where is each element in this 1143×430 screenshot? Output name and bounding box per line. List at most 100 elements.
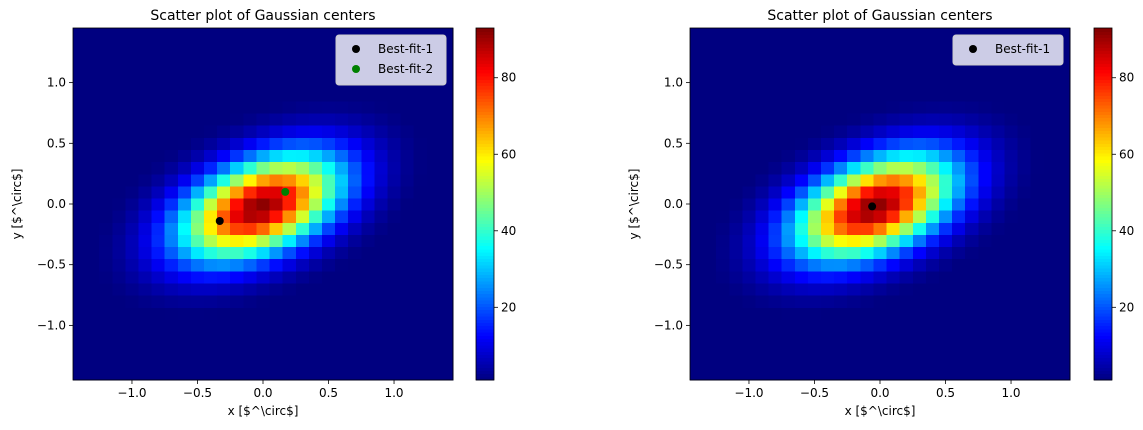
heatmap-cell — [703, 319, 717, 333]
colorbar-segment — [1094, 220, 1112, 224]
colorbar-segment — [476, 344, 494, 349]
heatmap-cell — [1030, 307, 1045, 320]
colorbar-segment — [1094, 303, 1112, 307]
colorbar-segment — [476, 149, 494, 154]
heatmap-cell — [125, 185, 140, 199]
heatmap-cell — [400, 161, 415, 175]
heatmap-cell — [781, 331, 796, 345]
heatmap-cell — [217, 28, 231, 41]
heatmap-cell — [742, 52, 757, 66]
heatmap-cell — [112, 149, 127, 163]
heatmap-cell — [925, 88, 940, 102]
heatmap-cell — [965, 125, 979, 138]
heatmap-cell — [1056, 355, 1071, 369]
heatmap-cell — [400, 270, 415, 284]
heatmap-cell — [190, 149, 205, 163]
heatmap-cell — [716, 222, 730, 235]
heatmap-cell — [912, 173, 927, 187]
colorbar-segment — [1094, 130, 1112, 135]
heatmap-cell — [256, 258, 271, 272]
heatmap-cell — [321, 222, 336, 235]
heatmap-cell — [164, 307, 179, 320]
heatmap-cell — [716, 367, 730, 381]
heatmap-cell — [282, 112, 297, 126]
heatmap-cell — [164, 100, 179, 114]
heatmap-cell — [1017, 234, 1032, 248]
heatmap-cell — [335, 258, 349, 272]
heatmap-cell — [742, 173, 757, 187]
heatmap-cell — [821, 185, 835, 199]
heatmap-cell — [1043, 331, 1058, 345]
heatmap-cell — [821, 76, 835, 90]
heatmap-cell — [1056, 319, 1071, 333]
colorbar-segment — [1094, 284, 1112, 288]
heatmap-cell — [164, 258, 179, 272]
heatmap-cell — [99, 295, 113, 308]
heatmap-cell — [86, 295, 100, 308]
heatmap-cell — [374, 246, 389, 260]
heatmap-cell — [321, 343, 336, 357]
heatmap-cell — [952, 173, 966, 187]
heatmap-cell — [794, 100, 809, 114]
heatmap-cell — [86, 367, 100, 381]
heatmap-cell — [348, 137, 362, 150]
heatmap-cell — [755, 197, 770, 211]
colorbar-tick-label: 20 — [1119, 300, 1134, 314]
heatmap-cell — [821, 246, 835, 260]
heatmap-cell — [938, 185, 953, 199]
heatmap-cell — [217, 52, 231, 66]
legend-marker — [352, 45, 360, 53]
heatmap-cell — [190, 88, 205, 102]
heatmap-cell — [729, 234, 744, 248]
heatmap-cell — [151, 52, 166, 66]
heatmap-cell — [295, 40, 310, 53]
heatmap-cell — [282, 331, 297, 345]
heatmap-cell — [190, 319, 205, 333]
colorbar-segment — [476, 213, 494, 218]
heatmap-cell — [138, 295, 153, 308]
heatmap-cell — [125, 246, 140, 260]
heatmap-cell — [978, 185, 992, 199]
heatmap-cell — [177, 161, 192, 175]
heatmap-cell — [138, 210, 153, 223]
heatmap-cell — [439, 149, 454, 163]
heatmap-cell — [965, 100, 979, 114]
heatmap-cell — [164, 40, 179, 53]
heatmap-cell — [125, 295, 140, 308]
x-tick-label: 0.5 — [936, 386, 955, 400]
heatmap-cell — [335, 197, 349, 211]
heatmap-cell — [177, 100, 192, 114]
heatmap-cell — [138, 246, 153, 260]
heatmap-cell — [807, 161, 822, 175]
heatmap-cell — [965, 367, 979, 381]
heatmap-cell — [73, 246, 87, 260]
heatmap-cell — [965, 222, 979, 235]
heatmap-cell — [1030, 125, 1045, 138]
heatmap-cell — [217, 246, 231, 260]
heatmap-cell — [164, 331, 179, 345]
colorbar-segment — [1094, 143, 1112, 147]
colorbar-segment — [1094, 223, 1112, 227]
heatmap-cell — [716, 331, 730, 345]
heatmap-cell — [269, 222, 284, 235]
heatmap-cell — [400, 173, 415, 187]
colorbar-segment — [1094, 50, 1112, 55]
heatmap-cell — [1030, 100, 1045, 114]
heatmap-cell — [821, 210, 835, 223]
heatmap-cell — [73, 137, 87, 150]
heatmap-cell — [1004, 295, 1019, 308]
heatmap-cell — [821, 367, 835, 381]
heatmap-cell — [73, 367, 87, 381]
heatmap-cell — [952, 125, 966, 138]
heatmap-cell — [703, 331, 717, 345]
heatmap-cell — [73, 295, 87, 308]
heatmap-cell — [925, 64, 940, 78]
heatmap-cell — [899, 210, 914, 223]
heatmap-cell — [204, 319, 218, 333]
heatmap-cell — [1017, 270, 1032, 284]
heatmap-cell — [952, 331, 966, 345]
x-tick-label: −0.5 — [800, 386, 829, 400]
heatmap-cell — [1043, 258, 1058, 272]
heatmap-cell — [164, 197, 179, 211]
heatmap-cell — [335, 367, 349, 381]
